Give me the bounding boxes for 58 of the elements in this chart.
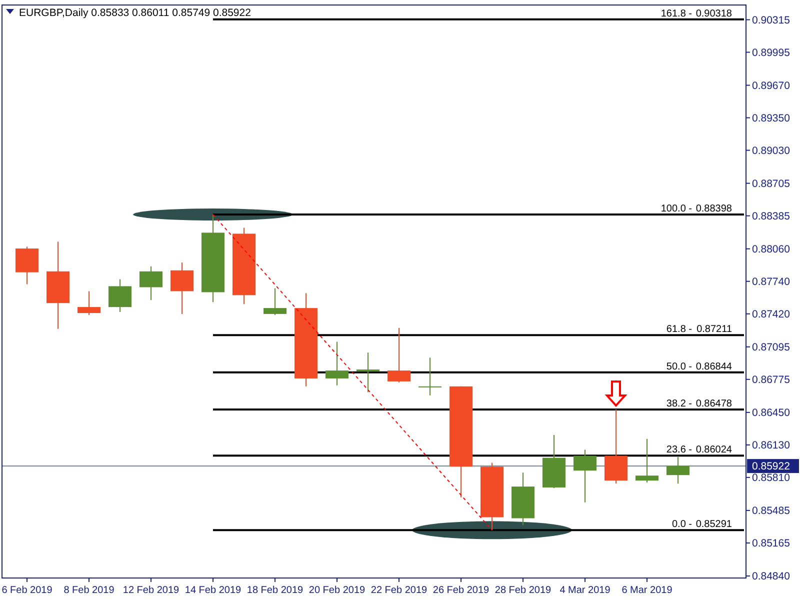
x-tick-label: 8 Feb 2019 [64, 585, 115, 596]
ref-line-label: 0.86478 [696, 398, 732, 410]
y-tick-label: 0.87095 [752, 342, 790, 354]
x-tick-label: 6 Mar 2019 [622, 585, 673, 596]
annotation: 38.2 - [666, 398, 692, 410]
y-tick-label: 0.89350 [752, 112, 790, 124]
y-tick-label: 0.86450 [752, 407, 790, 420]
y-tick-label: 0.85165 [752, 538, 790, 550]
candlestick [170, 262, 194, 314]
annotation: 23.6 - [666, 444, 692, 456]
x-tick-label: 6 Feb 2019 [2, 585, 53, 596]
ref-line-label: 0.86024 [696, 444, 732, 456]
chart-title: EURGBP,Daily 0.85833 0.86011 0.85749 0.85922 [19, 7, 252, 19]
annotation: 100.0 - [660, 203, 692, 214]
y-tick-label: 0.88385 [752, 210, 790, 222]
ref-line-label: 0.90318 [696, 8, 732, 20]
y-tick-label: 0.90315 [752, 14, 790, 26]
annotation: 50.0 - [666, 361, 692, 372]
x-tick-label: 20 Feb 2019 [308, 585, 366, 596]
y-tick-label: 0.88060 [752, 244, 790, 256]
y-tick-label: 0.85810 [752, 472, 790, 484]
y-tick-label: 0.84840 [752, 570, 790, 583]
y-tick-label: 0.86130 [752, 440, 790, 452]
candlestick [108, 278, 132, 313]
candlestick [636, 438, 658, 483]
candlestick [326, 341, 348, 386]
candlestick [666, 456, 690, 484]
annotation: 61.8 - [666, 324, 692, 336]
y-tick-label: 0.86775 [752, 374, 790, 386]
candlestick [388, 327, 410, 383]
ref-line-label: 0.87211 [696, 324, 732, 336]
candlestick [16, 246, 38, 285]
candlestick [574, 449, 596, 503]
x-tick-label: 18 Feb 2019 [246, 585, 304, 596]
candlestick [356, 352, 380, 393]
x-tick-label: 12 Feb 2019 [122, 585, 180, 596]
ref-line-label: 0.88398 [696, 203, 732, 214]
annotation: 0.0 - [672, 519, 692, 530]
candlestick [418, 357, 442, 396]
y-tick-label: 0.89030 [752, 144, 790, 157]
x-tick-label: 22 Feb 2019 [370, 585, 428, 596]
annotation: 161.8 - [660, 8, 692, 20]
x-tick-label: 28 Feb 2019 [494, 585, 552, 596]
x-tick-label: 4 Mar 2019 [560, 585, 611, 596]
candlestick [78, 290, 100, 316]
x-tick-label: 14 Feb 2019 [184, 585, 242, 596]
y-tick-label: 0.88705 [752, 178, 790, 190]
candlestick [140, 266, 162, 301]
candlestick [264, 288, 286, 316]
y-tick-label: 0.89670 [752, 80, 790, 92]
ref-line-label: 0.85291 [696, 519, 732, 530]
y-tick-label: 0.87420 [752, 308, 790, 321]
y-tick-label: 0.89995 [752, 46, 790, 59]
y-tick-label: 0.87740 [752, 276, 790, 288]
x-tick-label: 26 Feb 2019 [432, 585, 490, 596]
y-tick-label: 0.85485 [752, 505, 790, 518]
ref-line-label: 0.86844 [696, 361, 732, 372]
ref-line-label: 0.85922 [752, 460, 790, 473]
